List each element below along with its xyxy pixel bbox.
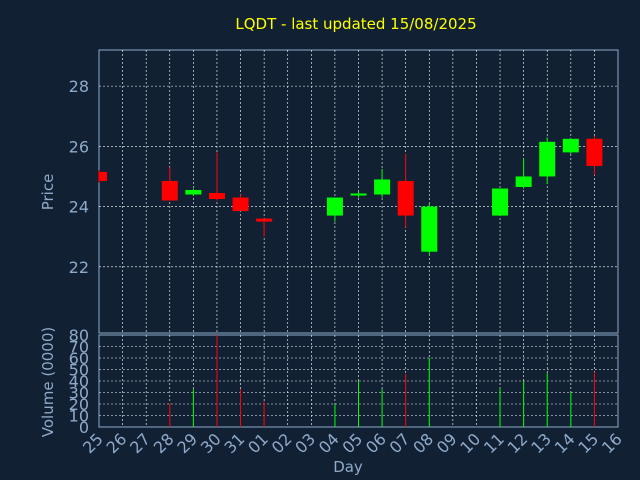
x-axis-label: Day: [333, 458, 363, 476]
price-tick-label: 22: [69, 258, 89, 277]
candle-body: [185, 189, 202, 195]
candle-body: [161, 180, 178, 201]
candle-body: [421, 206, 438, 252]
price-tick-label: 24: [69, 198, 89, 217]
chart-title: LQDT - last updated 15/08/2025: [235, 15, 476, 33]
price-axis-ticks: 22 24 26 28: [69, 77, 89, 277]
volume-tick-label: 0: [79, 418, 89, 437]
candle-body: [374, 179, 391, 195]
candle-body: [397, 180, 414, 216]
price-tick-label: 26: [69, 137, 89, 156]
volume-tick-label: 20: [69, 395, 89, 414]
candle-body: [232, 197, 249, 212]
volume-tick-label: 60: [69, 349, 89, 368]
candle-body: [562, 138, 579, 153]
x-tick-label: 16: [598, 429, 626, 457]
volume-tick-label: 70: [69, 338, 89, 357]
volume-tick-label: 40: [69, 372, 89, 391]
volume-tick-label: 80: [69, 326, 89, 345]
candles: [98, 135, 603, 255]
volume-tick-label: 30: [69, 384, 89, 403]
volume-tick-label: 50: [69, 361, 89, 380]
candle-body: [515, 176, 532, 187]
candle-body: [99, 171, 107, 181]
volume-bars: [169, 335, 595, 427]
volume-tick-label: 10: [69, 407, 89, 426]
candle-body: [256, 218, 273, 222]
candle-body: [586, 138, 603, 166]
price-tick-label: 28: [69, 77, 89, 96]
candle-body: [326, 197, 343, 216]
volume-axis-label: Volume (0000): [39, 327, 57, 437]
x-axis-ticks: 2526272829303101020304050607080910111213…: [79, 429, 626, 457]
candle-body: [539, 141, 556, 177]
candle-body: [208, 193, 225, 200]
candle-body: [350, 193, 367, 196]
price-axis-label: Price: [39, 174, 57, 211]
candle-body: [492, 188, 509, 216]
